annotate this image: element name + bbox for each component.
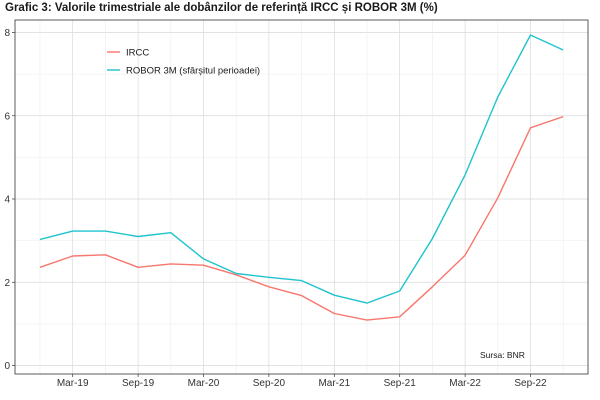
x-tick-label: Sep-20 <box>253 378 286 389</box>
x-tick-label: Mar-19 <box>57 378 89 389</box>
legend-label-robor: ROBOR 3M (sfârșitul perioadei) <box>126 66 260 77</box>
grid <box>15 20 588 374</box>
x-tick-label: Mar-22 <box>449 378 481 389</box>
series-line-robor <box>39 34 564 304</box>
series-lines <box>39 34 564 321</box>
x-tick-label: Sep-22 <box>514 378 547 389</box>
y-tick-label: 0 <box>4 361 10 372</box>
y-tick-label: 4 <box>4 195 10 206</box>
legend: IRCC ROBOR 3M (sfârșitul perioadei) <box>107 48 260 77</box>
legend-label-ircc: IRCC <box>126 48 149 59</box>
plot-border <box>14 19 589 375</box>
y-tick-label: 8 <box>4 28 10 39</box>
chart-title: Grafic 3: Valorile trimestriale ale dobâ… <box>5 2 438 14</box>
x-tick-label: Mar-20 <box>188 378 220 389</box>
y-tick-label: 6 <box>4 111 10 122</box>
axes: 0 2 4 6 8 Mar-19 Sep-19 Mar-20 Sep-20 Mar-21 Sep-2… <box>4 19 589 389</box>
x-tick-label: Mar-21 <box>318 378 350 389</box>
source-note: Sursa: BNR <box>480 350 525 360</box>
x-tick-label: Sep-19 <box>122 378 155 389</box>
y-tick-label: 2 <box>4 278 10 289</box>
x-tick-label: Sep-21 <box>384 378 417 389</box>
series-line-ircc <box>39 115 564 321</box>
